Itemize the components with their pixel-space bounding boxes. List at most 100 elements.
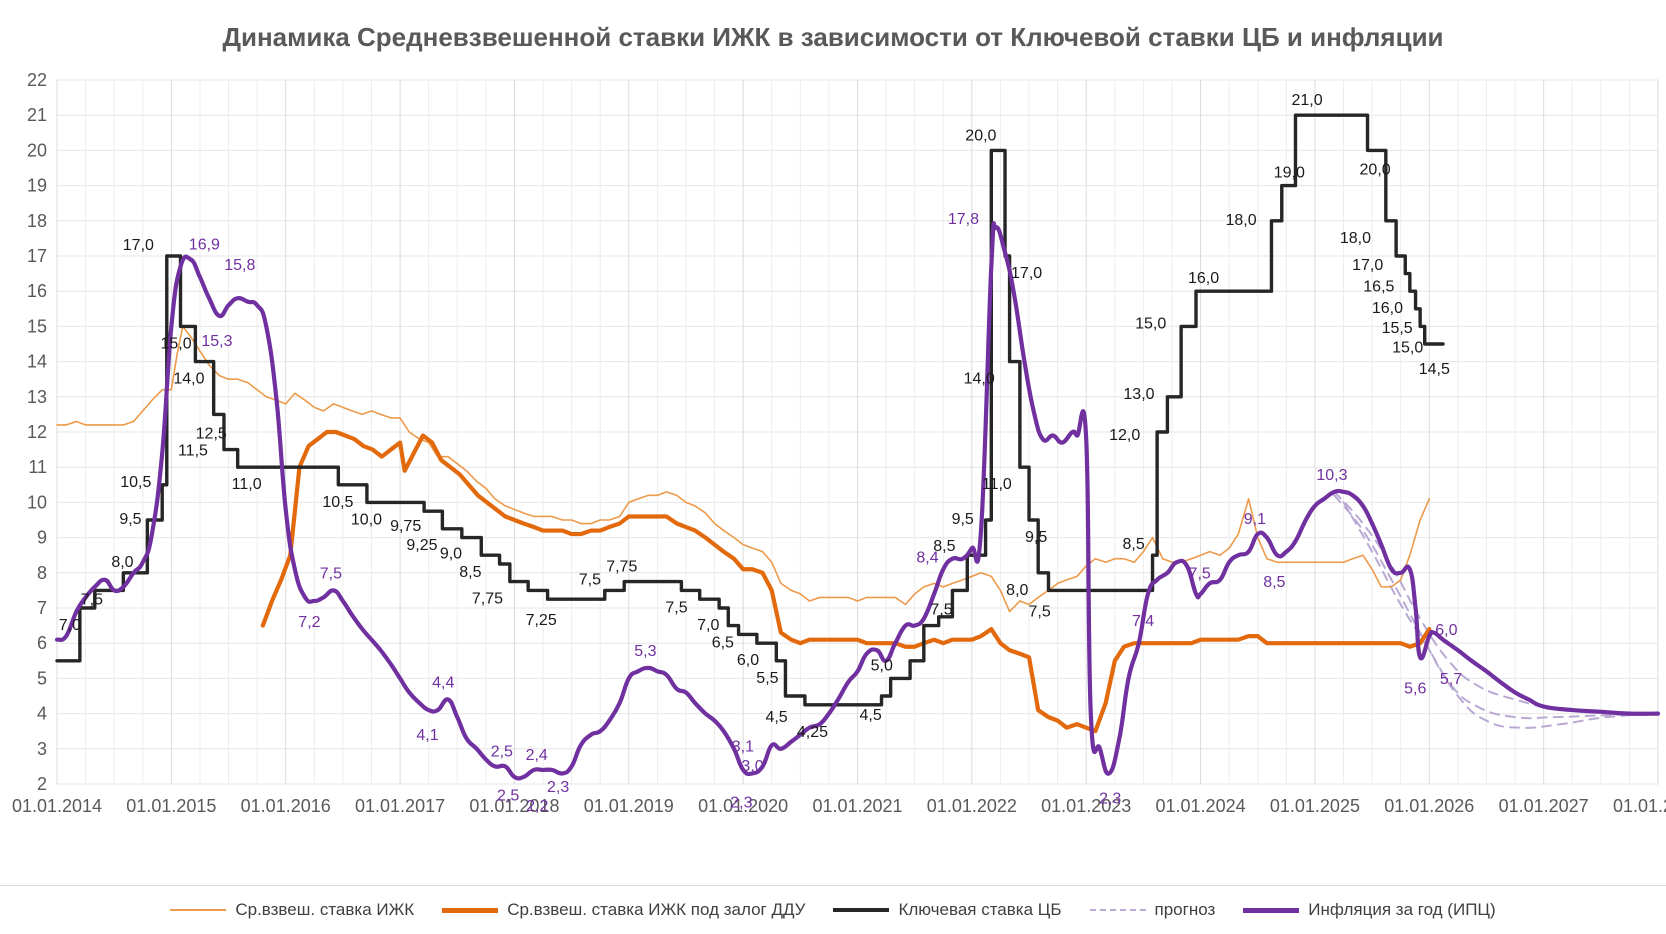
inflation-data-label: 3,1: [732, 738, 754, 755]
key-rate-data-label: 8,5: [1123, 536, 1145, 553]
key-rate-data-label: 13,0: [1123, 386, 1154, 403]
key-rate-data-label: 5,5: [756, 670, 778, 687]
key-rate-data-label: 18,0: [1340, 230, 1371, 247]
key-rate-data-label: 8,5: [933, 538, 955, 555]
key-rate-data-label: 11,5: [178, 443, 208, 460]
x-axis-tick-label: 01.01.2019: [584, 796, 674, 816]
key-rate-data-label: 4,5: [860, 707, 882, 724]
key-rate-data-label: 4,25: [797, 724, 828, 741]
key-rate-data-label: 17,0: [1352, 257, 1383, 274]
y-axis-tick-label: 11: [28, 457, 47, 477]
legend-item[interactable]: Ср.взвеш. ставка ИЖК под залог ДДУ: [442, 900, 805, 920]
key-rate-data-label: 7,25: [526, 612, 557, 629]
key-rate-data-label: 14,0: [173, 371, 204, 388]
key-rate-data-label: 7,5: [1028, 603, 1050, 620]
legend-color-swatch: [170, 909, 227, 911]
y-axis-tick-label: 2: [37, 774, 47, 794]
inflation-data-label: 2,5: [497, 787, 519, 804]
inflation-data-label: 7,4: [1132, 613, 1154, 630]
y-axis-tick-label: 19: [27, 176, 47, 196]
key-rate-data-label: 9,5: [952, 511, 974, 528]
series-line: [55, 113, 1445, 707]
inflation-data-label: 2,3: [1099, 790, 1121, 807]
inflation-data-label: 7,2: [298, 614, 320, 631]
key-rate-data-label: 20,0: [1360, 161, 1391, 178]
x-axis-tick-label: 01.01.2025: [1270, 796, 1360, 816]
chart-title: Динамика Средневзвешенной ставки ИЖК в з…: [222, 22, 1444, 52]
key-rate-data-label: 4,5: [765, 709, 787, 726]
y-axis-tick-label: 16: [27, 281, 47, 301]
inflation-data-label: 5,6: [1404, 680, 1426, 697]
legend-item[interactable]: Инфляция за год (ИПЦ): [1243, 900, 1496, 920]
inflation-data-label: 5,3: [634, 643, 656, 660]
key-rate-data-label: 7,5: [579, 571, 601, 588]
inflation-data-label: 15,8: [224, 257, 255, 274]
x-axis-tick-label: 01.01.2021: [812, 796, 902, 816]
y-axis-tick-label: 17: [27, 246, 47, 266]
y-axis-tick-label: 22: [27, 70, 47, 90]
key-rate-data-label: 7,0: [59, 617, 81, 634]
inflation-data-label: 4,4: [432, 675, 454, 692]
key-rate-data-label: 17,0: [1011, 265, 1042, 282]
chart-legend: Ср.взвеш. ставка ИЖК Ср.взвеш. ставка ИЖК…: [0, 885, 1666, 920]
series-line: [1342, 501, 1659, 729]
y-axis-tick-label: 6: [37, 633, 47, 653]
y-axis-tick-label: 13: [27, 387, 47, 407]
inflation-data-label: 7,5: [1189, 565, 1211, 582]
x-axis-tick-label: 01.01.2017: [355, 796, 445, 816]
legend-item[interactable]: Ср.взвеш. ставка ИЖК: [170, 900, 414, 920]
key-rate-data-label: 9,25: [406, 537, 437, 554]
legend-item-label: Ср.взвеш. ставка ИЖК: [235, 900, 415, 919]
inflation-data-label: 2,2: [526, 798, 548, 815]
legend-item-label: прогноз: [1154, 900, 1216, 919]
key-rate-data-label: 18,0: [1225, 212, 1256, 229]
series-line: [54, 221, 1661, 781]
key-rate-data-label: 19,0: [1274, 165, 1305, 182]
legend-item[interactable]: прогноз: [1089, 900, 1216, 920]
key-rate-data-label: 15,5: [1382, 320, 1413, 337]
key-rate-data-label: 8,0: [1006, 582, 1028, 599]
key-rate-data-label: 10,0: [351, 511, 382, 528]
key-rate-data-label: 12,0: [1109, 427, 1140, 444]
series-line: [1333, 494, 1659, 720]
y-axis-tick-label: 4: [37, 704, 47, 724]
key-rate-data-label: 6,0: [737, 652, 759, 669]
y-axis-tick-label: 3: [37, 739, 47, 759]
legend-item[interactable]: Ключевая ставка ЦБ: [833, 900, 1062, 920]
y-axis-tick-label: 20: [27, 140, 47, 160]
x-axis-tick-label: 01.01.2026: [1384, 796, 1474, 816]
inflation-data-label: 8,4: [916, 550, 938, 567]
x-axis-tick-label: 01.01.2024: [1156, 796, 1246, 816]
y-axis-tick-label: 18: [27, 211, 47, 231]
x-axis-tick-label: 01.01.2027: [1499, 796, 1589, 816]
key-rate-data-label: 7,5: [665, 599, 687, 616]
x-axis-tick-label: 01.01.2022: [927, 796, 1017, 816]
key-rate-data-label: 9,5: [1025, 529, 1047, 546]
inflation-data-label: 4,1: [416, 727, 438, 744]
key-rate-data-label: 11,0: [982, 476, 1012, 493]
key-rate-data-label: 8,0: [111, 554, 133, 571]
inflation-data-label: 15,3: [201, 333, 232, 350]
key-rate-data-label: 15,0: [1392, 339, 1423, 356]
key-rate-data-label: 9,0: [440, 546, 462, 563]
x-axis-tick-label: 01.01.2014: [12, 796, 102, 816]
series-line: [260, 429, 1432, 734]
key-rate-data-label: 14,0: [964, 371, 995, 388]
x-axis-tick-label: 01.01.2023: [1041, 796, 1131, 816]
key-rate-data-label: 12,5: [196, 425, 227, 442]
y-axis-tick-label: 8: [37, 563, 47, 583]
inflation-data-label: 2,3: [730, 794, 752, 811]
y-axis-tick-label: 21: [27, 105, 47, 125]
key-rate-data-label: 16,0: [1372, 300, 1403, 317]
key-rate-data-label: 9,5: [119, 511, 141, 528]
x-axis-tick-label: 01.01.2020: [698, 796, 788, 816]
legend-color-swatch: [1089, 909, 1146, 911]
inflation-data-label: 8,5: [1263, 574, 1285, 591]
inflation-data-label: 2,5: [491, 743, 513, 760]
legend-item-label: Ключевая ставка ЦБ: [898, 900, 1062, 919]
key-rate-data-label: 8,5: [459, 564, 481, 581]
key-rate-data-label: 17,0: [123, 237, 154, 254]
x-axis-tick-label: 01.01.2028: [1613, 796, 1666, 816]
inflation-data-label: 16,9: [189, 237, 220, 254]
